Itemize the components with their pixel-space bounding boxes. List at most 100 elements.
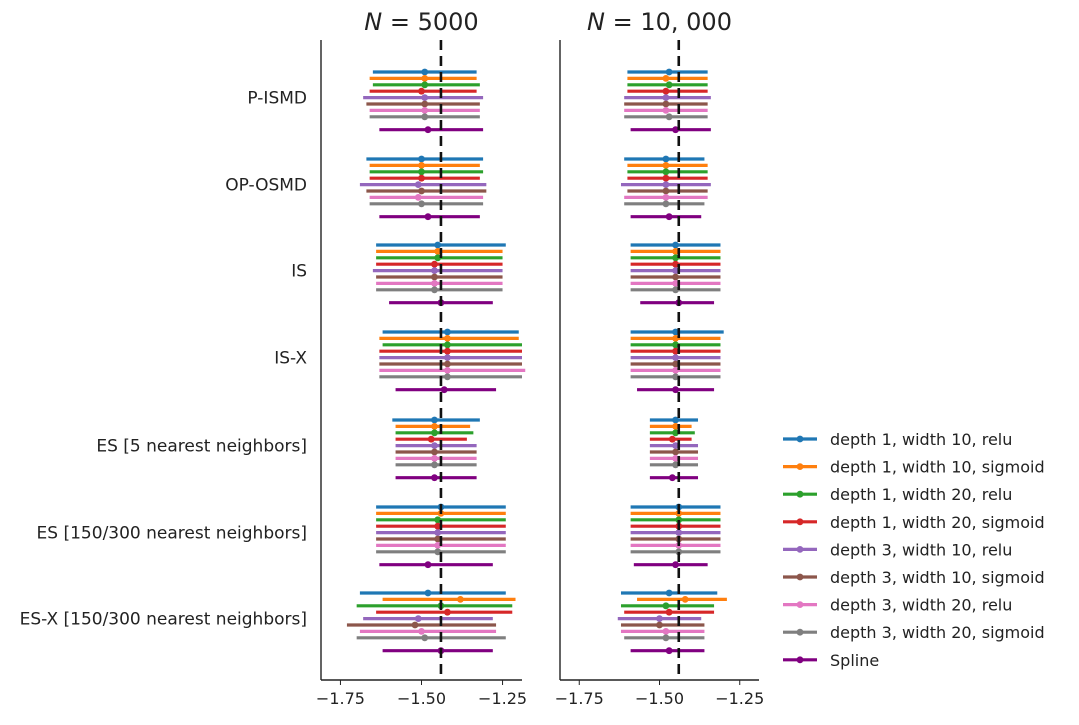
- point-estimate: [444, 328, 451, 336]
- point-estimate: [424, 561, 432, 569]
- panel-title: N = 10, 000: [587, 8, 732, 36]
- point-estimate: [434, 241, 442, 249]
- point-estimate: [444, 608, 451, 616]
- point-estimate: [665, 81, 673, 89]
- point-estimate: [431, 442, 438, 449]
- point-estimate: [414, 194, 422, 201]
- panel-title-var: N: [364, 8, 382, 36]
- legend-swatch-dot: [796, 601, 804, 608]
- point-estimate: [431, 286, 438, 294]
- point-estimate: [421, 68, 429, 76]
- point-estimate: [672, 455, 679, 462]
- point-estimate: [444, 335, 451, 342]
- point-estimate: [656, 621, 663, 629]
- point-estimate: [431, 448, 438, 456]
- legend-label: depth 1, width 10, relu: [830, 430, 1012, 449]
- point-estimate: [421, 113, 429, 121]
- point-estimate: [444, 347, 451, 355]
- point-estimate: [444, 354, 451, 361]
- point-estimate: [662, 602, 670, 610]
- point-estimate: [668, 474, 676, 482]
- point-estimate: [424, 589, 432, 597]
- legend-swatch-dot: [796, 546, 804, 553]
- legend-label: depth 1, width 10, sigmoid: [830, 458, 1045, 477]
- y-tick-label: ES-X [150/300 nearest neighbors]: [20, 610, 307, 630]
- point-estimate: [427, 435, 435, 443]
- point-estimate: [431, 429, 438, 437]
- point-estimate: [434, 522, 442, 530]
- point-estimate: [662, 634, 670, 642]
- point-estimate: [421, 94, 429, 101]
- x-tick-label: −1.25: [478, 689, 527, 708]
- point-estimate: [672, 280, 679, 287]
- point-estimate: [672, 273, 679, 281]
- point-estimate: [672, 448, 679, 456]
- point-estimate: [431, 280, 438, 287]
- point-estimate: [672, 241, 679, 249]
- point-estimate: [672, 354, 679, 361]
- point-estimate: [421, 75, 429, 82]
- point-estimate: [421, 81, 429, 89]
- point-estimate: [662, 194, 670, 201]
- point-estimate: [672, 267, 679, 274]
- point-estimate: [672, 254, 679, 262]
- point-estimate: [672, 461, 679, 469]
- point-estimate: [457, 596, 464, 603]
- point-estimate: [444, 341, 451, 349]
- point-estimate: [662, 181, 670, 189]
- point-estimate: [418, 155, 425, 163]
- point-estimate: [434, 529, 442, 536]
- point-estimate: [444, 360, 451, 368]
- point-estimate: [440, 386, 448, 394]
- point-estimate: [662, 187, 670, 195]
- legend-label: Spline: [830, 651, 879, 670]
- y-tick-label: ES [5 nearest neighbors]: [96, 437, 307, 457]
- panel-title-var: N: [587, 8, 605, 36]
- point-estimate: [675, 548, 683, 556]
- point-estimate: [418, 162, 425, 169]
- point-estimate: [431, 474, 438, 482]
- point-estimate: [431, 267, 438, 274]
- y-tick-label: IS-X: [274, 349, 307, 369]
- x-tick-label: −1.50: [397, 689, 446, 708]
- point-estimate: [681, 596, 689, 603]
- point-estimate: [418, 187, 425, 195]
- point-estimate: [424, 213, 432, 221]
- point-estimate: [662, 107, 670, 114]
- point-estimate: [662, 168, 670, 176]
- point-estimate: [418, 174, 425, 182]
- legend-swatch-dot: [796, 656, 804, 664]
- point-estimate: [672, 260, 679, 268]
- point-estimate: [662, 174, 670, 182]
- point-estimate: [431, 260, 438, 268]
- panel-title-value: = 10, 000: [605, 8, 732, 36]
- point-estimate: [672, 360, 679, 368]
- point-estimate: [431, 455, 438, 462]
- point-estimate: [662, 87, 670, 95]
- point-estimate: [672, 442, 679, 449]
- legend-label: depth 3, width 20, relu: [830, 596, 1012, 615]
- point-estimate: [675, 529, 683, 536]
- point-estimate: [421, 107, 429, 114]
- point-estimate: [672, 248, 679, 255]
- point-estimate: [672, 347, 679, 355]
- point-estimate: [662, 155, 670, 163]
- legend-swatch-dot: [796, 463, 804, 470]
- point-estimate: [431, 461, 438, 469]
- point-estimate: [672, 423, 679, 430]
- point-estimate: [665, 113, 673, 121]
- point-estimate: [444, 367, 451, 374]
- point-estimate: [431, 416, 438, 424]
- point-estimate: [418, 87, 425, 95]
- point-estimate: [662, 200, 670, 208]
- legend-swatch-dot: [796, 628, 804, 636]
- point-estimate: [444, 373, 451, 381]
- point-estimate: [662, 100, 670, 108]
- point-estimate: [672, 429, 679, 437]
- legend-label: depth 3, width 10, sigmoid: [830, 568, 1045, 587]
- x-tick-label: −1.25: [715, 689, 764, 708]
- point-estimate: [431, 273, 438, 281]
- point-estimate: [672, 367, 679, 374]
- point-estimate: [418, 200, 425, 208]
